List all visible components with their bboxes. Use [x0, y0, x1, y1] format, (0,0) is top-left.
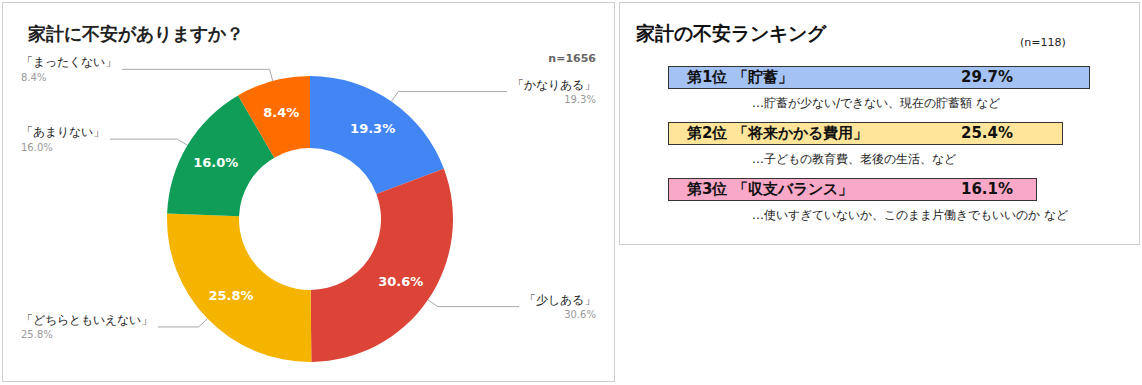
html-text:第1位 「貯蓄」: 第1位 「貯蓄」: [687, 68, 793, 86]
html-text:25.4%: 25.4%: [961, 124, 1013, 142]
svg-text:「まったくない」: 「まったくない」: [21, 55, 117, 69]
svg-text:家計に不安がありますか？: 家計に不安がありますか？: [27, 23, 244, 44]
svg-text:8.4%: 8.4%: [263, 105, 299, 120]
html-text:…貯蓄が少ない/できない、現在の貯蓄額 など: …貯蓄が少ない/できない、現在の貯蓄額 など: [752, 96, 1000, 110]
svg-text:19.3%: 19.3%: [350, 121, 395, 136]
html-text:16.1%: 16.1%: [961, 180, 1013, 198]
html-text:…子どもの教育費、老後の生活、など: …子どもの教育費、老後の生活、など: [752, 152, 956, 166]
html-text:…使いすぎていないか、このまま片働きでもいいのか など: …使いすぎていないか、このまま片働きでもいいのか など: [752, 208, 1068, 222]
html-text:家計の不安ランキング: 家計の不安ランキング: [636, 22, 826, 44]
html-text:第2位 「将来かかる費用」: 第2位 「将来かかる費用」: [687, 124, 868, 142]
svg-text:19.3%: 19.3%: [564, 94, 596, 105]
svg-text:30.6%: 30.6%: [564, 309, 596, 320]
svg-text:「あまりない」: 「あまりない」: [21, 125, 105, 139]
html-text:第3位 「収支バランス」: 第3位 「収支バランス」: [687, 180, 853, 198]
html-text:(n=118): (n=118): [1020, 36, 1066, 49]
svg-text:「どちらともいえない」: 「どちらともいえない」: [21, 313, 153, 327]
svg-text:16.0%: 16.0%: [193, 155, 238, 170]
svg-text:16.0%: 16.0%: [21, 142, 53, 153]
svg-text:「少しある」: 「少しある」: [524, 293, 596, 307]
svg-text:8.4%: 8.4%: [21, 72, 46, 83]
html-text:29.7%: 29.7%: [961, 68, 1013, 86]
svg-text:30.6%: 30.6%: [378, 274, 423, 289]
svg-text:25.8%: 25.8%: [209, 288, 254, 303]
svg-text:「かなりある」: 「かなりある」: [512, 78, 596, 92]
svg-text:25.8%: 25.8%: [21, 329, 53, 340]
svg-text:n=1656: n=1656: [548, 52, 596, 65]
